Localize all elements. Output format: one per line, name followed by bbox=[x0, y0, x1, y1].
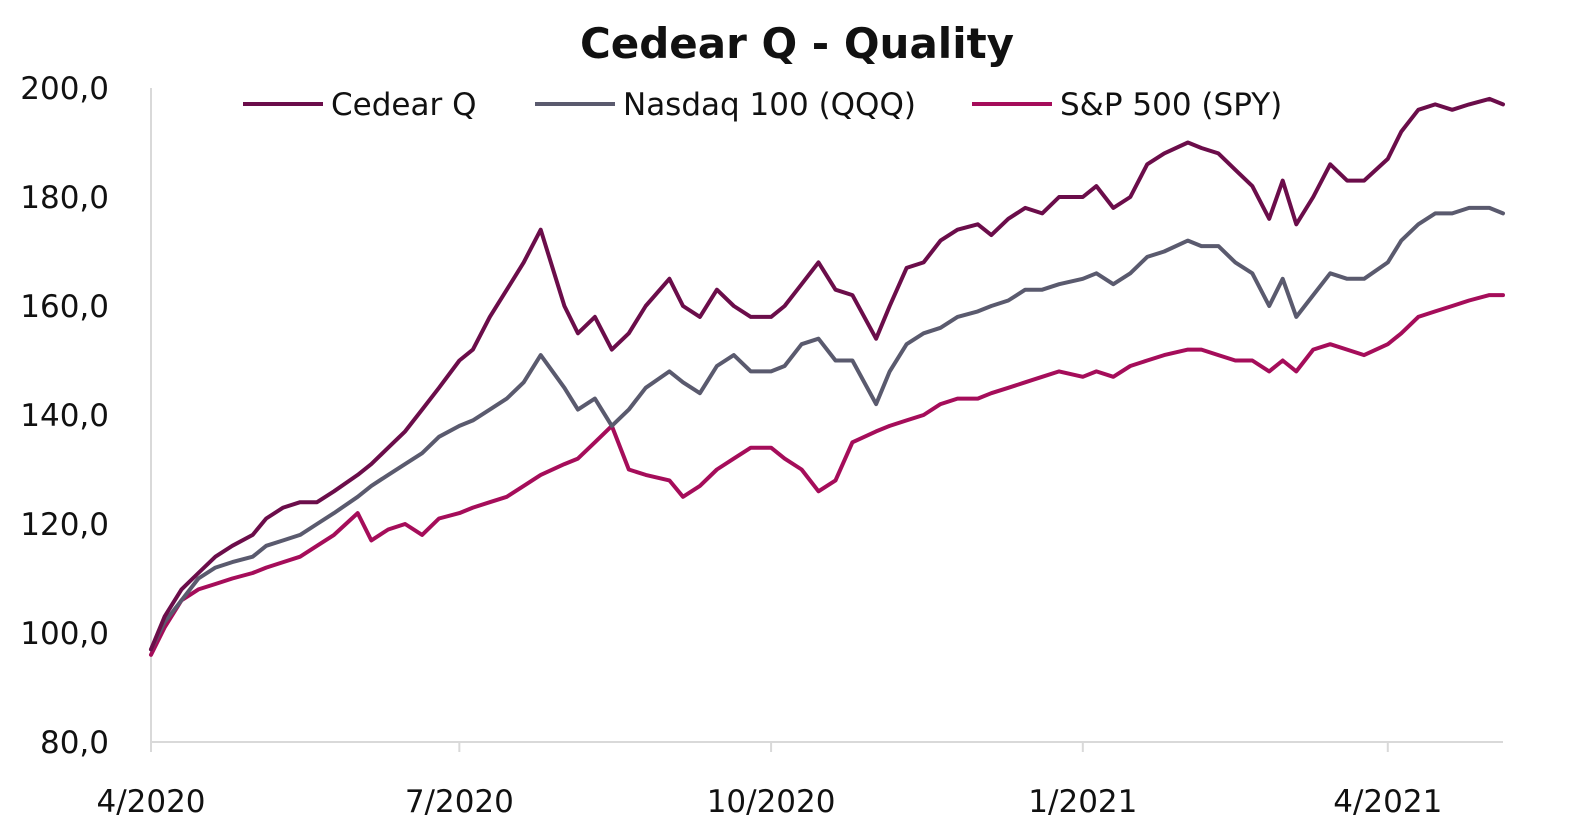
x-tick-label: 4/2021 bbox=[1333, 784, 1442, 820]
y-tick-label: 200,0 bbox=[20, 71, 109, 107]
series-line-s-p-500-spy bbox=[149, 293, 1505, 657]
y-tick-label: 100,0 bbox=[20, 616, 109, 652]
x-axis: 4/2020 7/2020 10/2020 1/2021 4/2021 bbox=[96, 741, 1503, 820]
series-line-cedear-q bbox=[149, 96, 1505, 652]
legend: Cedear Q Nasdaq 100 (QQQ) S&P 500 (SPY) bbox=[243, 87, 1282, 123]
x-tick-label: 7/2020 bbox=[405, 784, 514, 820]
x-tick-label: 10/2020 bbox=[707, 784, 836, 820]
y-axis: 200,0 180,0 160,0 140,0 120,0 100,0 80,0 bbox=[20, 71, 152, 761]
x-tick-label: 1/2021 bbox=[1028, 784, 1137, 820]
y-tick-label: 140,0 bbox=[20, 398, 109, 434]
chart-title: Cedear Q - Quality bbox=[580, 19, 1014, 68]
legend-label: Nasdaq 100 (QQQ) bbox=[623, 87, 916, 123]
y-tick-label: 160,0 bbox=[20, 289, 109, 325]
y-tick-label: 120,0 bbox=[20, 507, 109, 543]
legend-label: Cedear Q bbox=[331, 87, 476, 123]
y-tick-label: 180,0 bbox=[20, 180, 109, 216]
series-group bbox=[149, 96, 1505, 657]
x-tick-label: 4/2020 bbox=[96, 784, 205, 820]
y-tick-label: 80,0 bbox=[40, 725, 109, 761]
legend-label: S&P 500 (SPY) bbox=[1060, 87, 1282, 123]
series-line-nasdaq-100-qqq bbox=[149, 205, 1505, 652]
